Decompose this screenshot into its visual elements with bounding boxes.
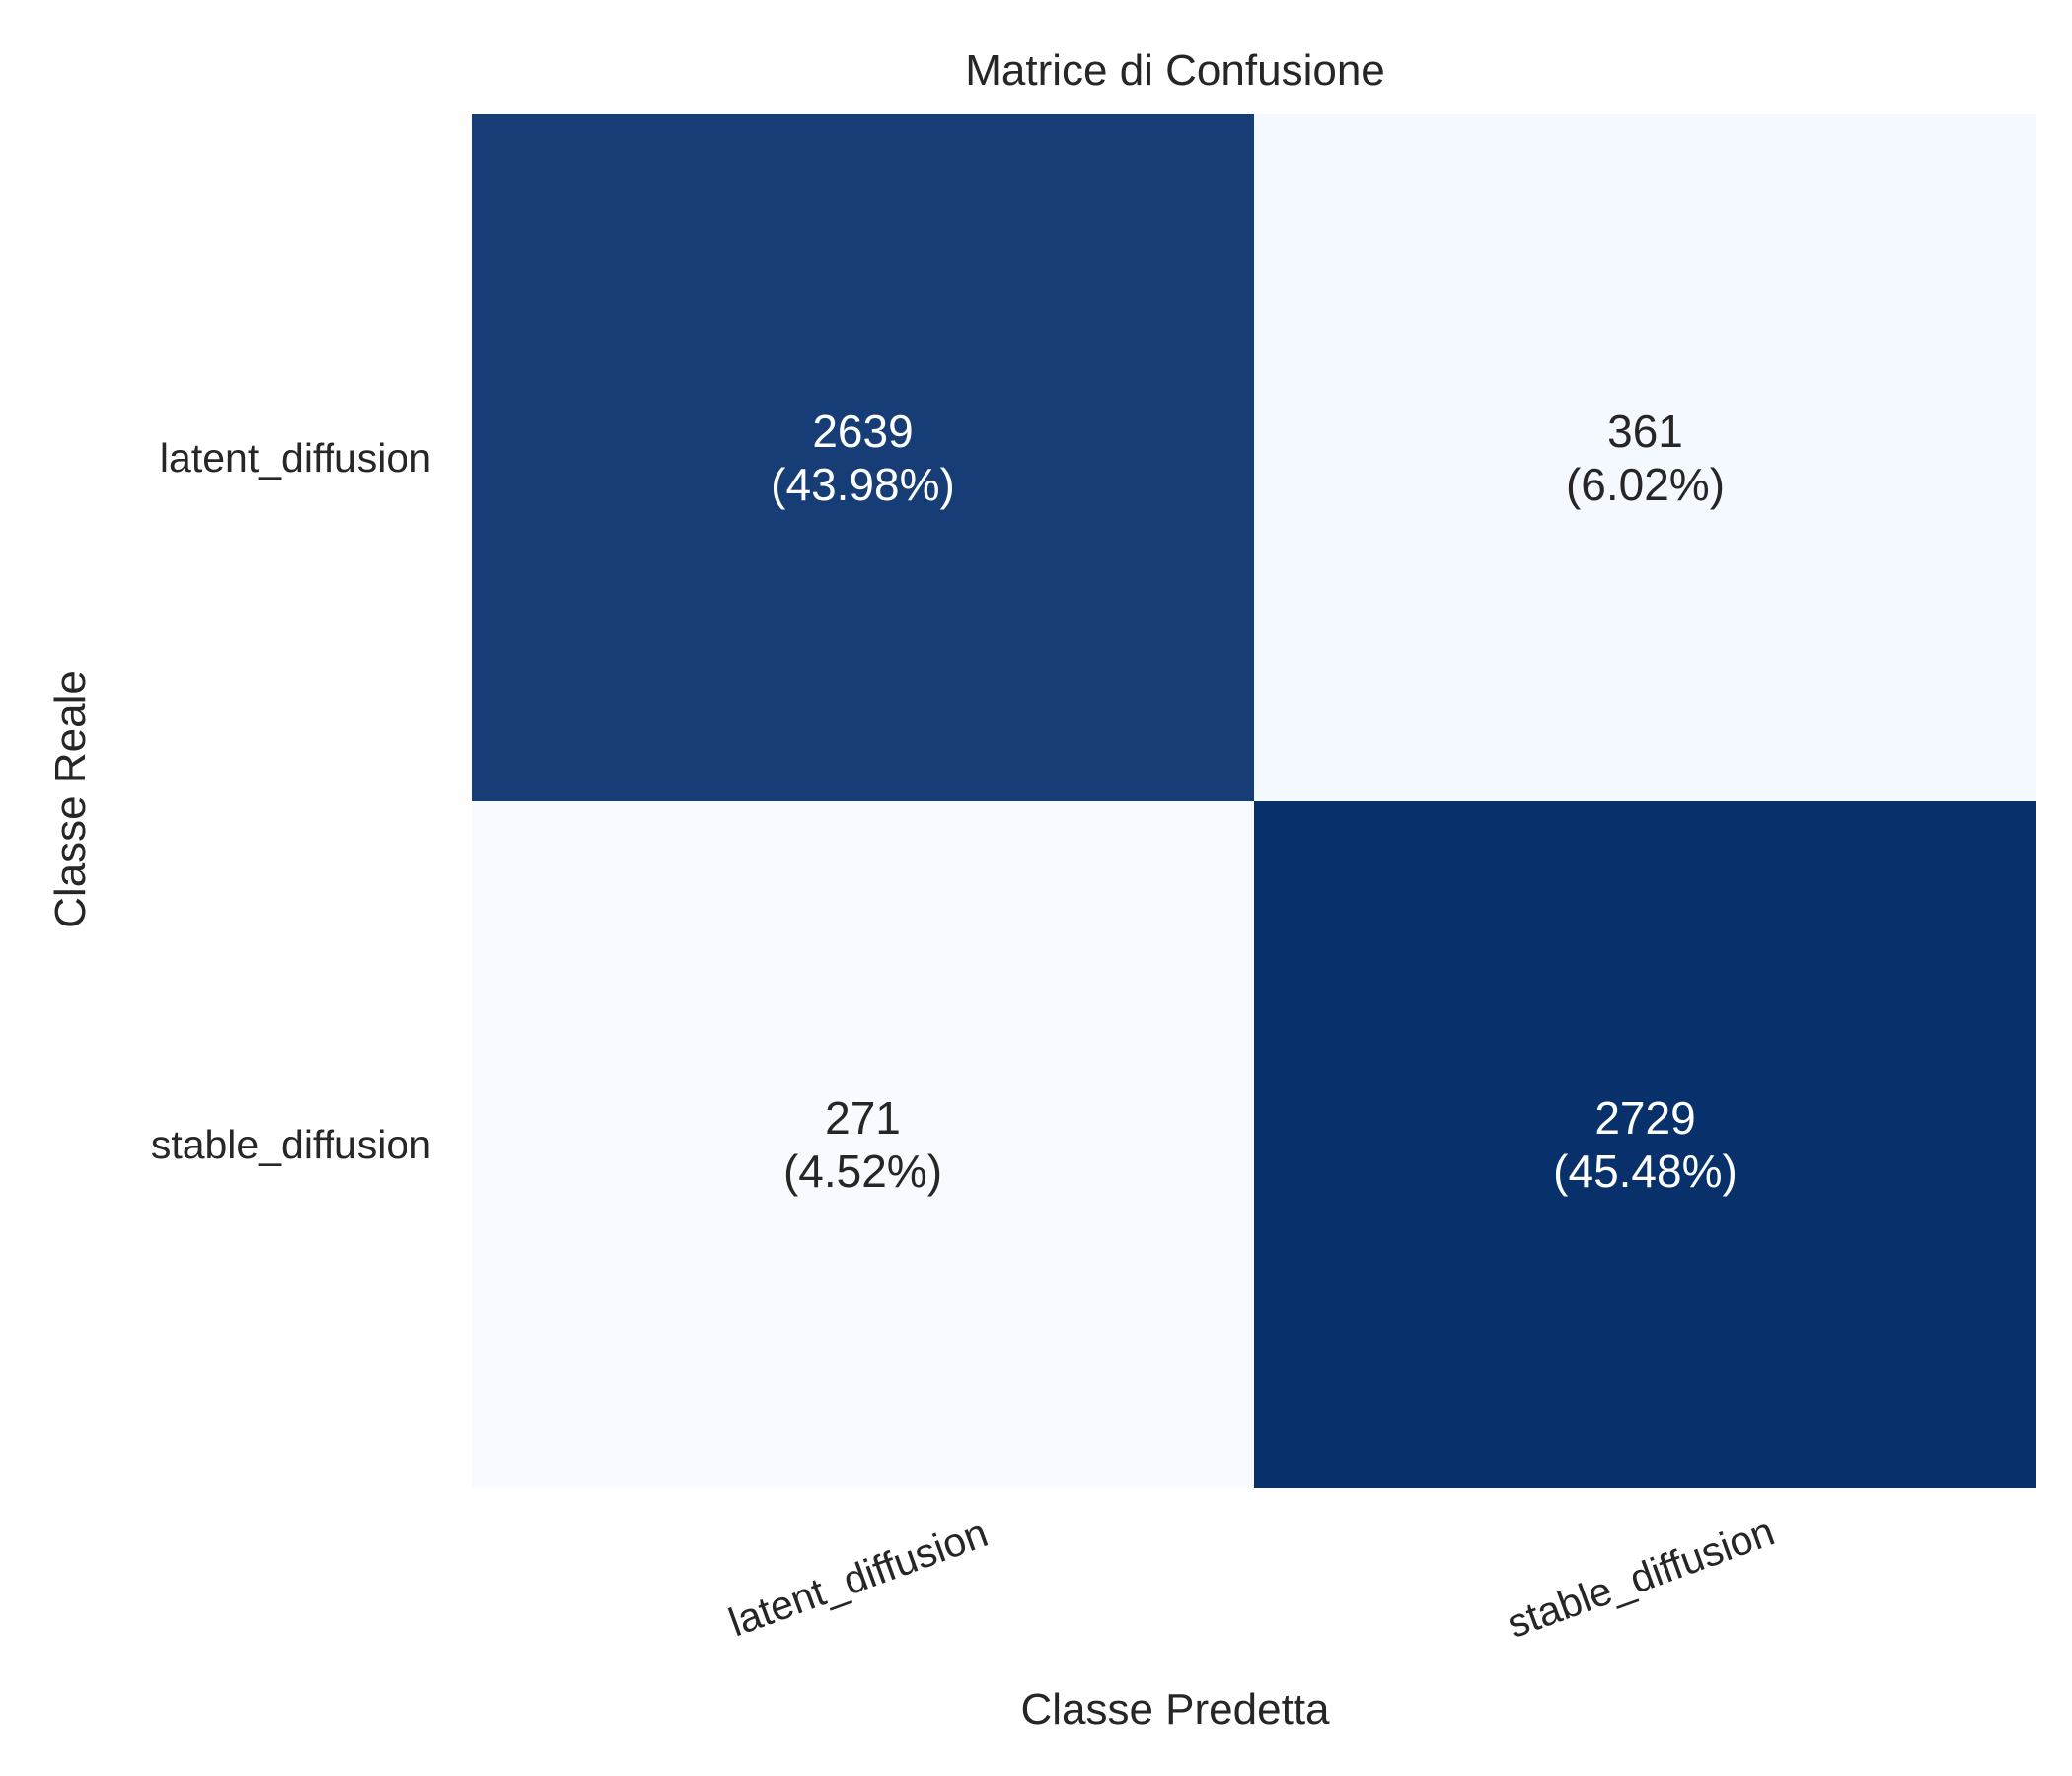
y-tick-label-0: latent_diffusion (160, 435, 431, 481)
cell-percent-r0-c0: (43.98%) (771, 459, 955, 510)
cell-value-r0-c0: 2639 (812, 406, 913, 457)
x-tick-label-1: stable_diffusion (1501, 1509, 1780, 1647)
cell-value-r1-c0: 271 (825, 1092, 901, 1144)
heatmap-cells: 2639(43.98%) 361(6.02%) 271(4.52%) 2729(45.… (472, 114, 2036, 1488)
cell-percent-r1-c1: (45.48%) (1553, 1146, 1738, 1197)
heatmap-cell-r0-c1 (1254, 114, 2036, 801)
x-axis-ticks: latent_diffusion stable_diffusion (723, 1509, 1781, 1647)
x-tick-label-0: latent_diffusion (723, 1510, 994, 1645)
cell-percent-r1-c0: (4.52%) (783, 1146, 942, 1197)
y-axis-ticks: latent_diffusion stable_diffusion (151, 435, 431, 1167)
heatmap-cell-r1-c0 (472, 801, 1254, 1488)
heatmap-cell-r0-c0 (472, 114, 1254, 801)
cell-value-r0-c1: 361 (1607, 406, 1683, 457)
x-axis-label: Classe Predetta (1020, 1685, 1330, 1734)
chart-title: Matrice di Confusione (965, 46, 1385, 95)
cell-percent-r0-c1: (6.02%) (1566, 459, 1725, 510)
y-tick-label-1: stable_diffusion (151, 1122, 431, 1167)
heatmap-cell-r1-c1 (1254, 801, 2036, 1488)
cell-value-r1-c1: 2729 (1594, 1092, 1695, 1144)
y-axis-label: Classe Reale (46, 670, 95, 928)
